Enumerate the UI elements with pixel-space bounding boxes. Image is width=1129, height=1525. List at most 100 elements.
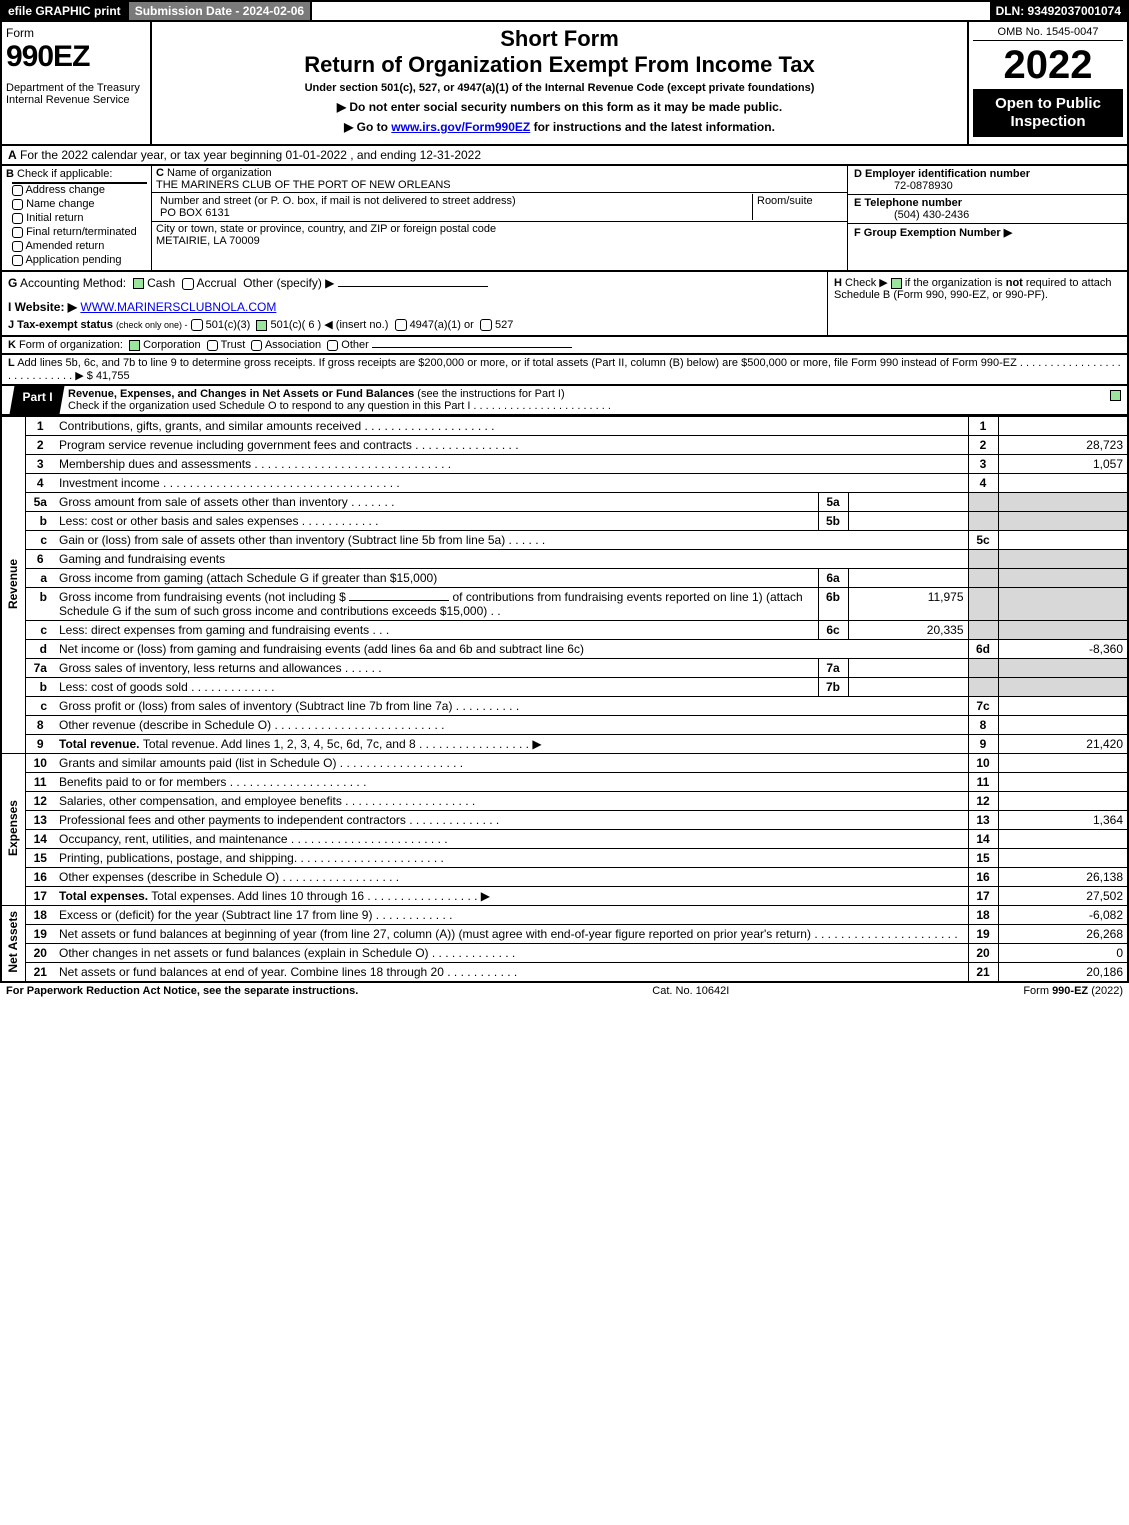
section-h: H Check ▶ if the organization is not req… [827, 272, 1127, 335]
row-6-desc: Gaming and fundraising events [55, 550, 968, 569]
row-7a-num: 7a [25, 659, 55, 678]
row-15-ln: 15 [968, 849, 998, 868]
footer-left: For Paperwork Reduction Act Notice, see … [6, 985, 358, 997]
row-8-desc: Other revenue (describe in Schedule O) .… [55, 716, 968, 735]
accrual-checkbox[interactable] [182, 278, 194, 290]
row-7a-desc: Gross sales of inventory, less returns a… [55, 659, 818, 678]
h-checkbox[interactable] [891, 278, 902, 289]
row-7b-ln [968, 678, 998, 697]
chk-name-change[interactable]: Name change [12, 198, 147, 210]
row-14-num: 14 [25, 830, 55, 849]
row-3-num: 3 [25, 455, 55, 474]
room-suite-label: Room/suite [753, 194, 843, 220]
goto-suffix: for instructions and the latest informat… [530, 120, 775, 134]
j-note: (check only one) - [116, 320, 188, 330]
d-label: D Employer identification number [854, 168, 1030, 180]
j-4947-checkbox[interactable] [395, 319, 407, 331]
row-12-val [998, 792, 1128, 811]
row-5c-ln: 5c [968, 531, 998, 550]
row-5a-ln [968, 493, 998, 512]
row-18-val: -6,082 [998, 906, 1128, 925]
row-3-ln: 3 [968, 455, 998, 474]
row-7b-mv [848, 678, 968, 697]
row-11-val [998, 773, 1128, 792]
part-i-title: Revenue, Expenses, and Changes in Net As… [62, 386, 1104, 414]
h-not: not [1006, 277, 1023, 289]
chk-amended-return[interactable]: Amended return [12, 240, 147, 252]
k-label: K [8, 339, 16, 351]
city-label: City or town, state or province, country… [156, 223, 496, 235]
cash-checkbox[interactable] [133, 278, 144, 289]
row-9-ln: 9 [968, 735, 998, 754]
row-7a-ln [968, 659, 998, 678]
row-2-num: 2 [25, 436, 55, 455]
row-5a-desc: Gross amount from sale of assets other t… [55, 493, 818, 512]
row-12-num: 12 [25, 792, 55, 811]
row-5a-mv [848, 493, 968, 512]
address-row: Number and street (or P. O. box, if mail… [152, 193, 847, 222]
tax-year: 2022 [973, 45, 1123, 85]
part-i-checkbox[interactable] [1104, 386, 1127, 414]
group-exemption-row: F Group Exemption Number ▶ [848, 224, 1127, 241]
part-i-note: (see the instructions for Part I) [417, 388, 564, 400]
row-6-ln [968, 550, 998, 569]
expenses-side-label: Expenses [1, 754, 25, 906]
k-trust-checkbox[interactable] [207, 340, 218, 351]
row-14-desc: Occupancy, rent, utilities, and maintena… [55, 830, 968, 849]
part-i-sub: Check if the organization used Schedule … [68, 400, 611, 412]
row-4-val [998, 474, 1128, 493]
website-link[interactable]: WWW.MARINERSCLUBNOLA.COM [80, 300, 276, 314]
phone-value: (504) 430-2436 [854, 209, 1121, 221]
chk-initial-return[interactable]: Initial return [12, 212, 147, 224]
row-13-desc: Professional fees and other payments to … [55, 811, 968, 830]
org-name: THE MARINERS CLUB OF THE PORT OF NEW ORL… [156, 179, 451, 191]
j-501c-checkbox[interactable] [256, 320, 267, 331]
k-other-checkbox[interactable] [327, 340, 338, 351]
irs-link[interactable]: www.irs.gov/Form990EZ [391, 120, 530, 134]
k-assoc-checkbox[interactable] [251, 340, 262, 351]
row-19-desc: Net assets or fund balances at beginning… [55, 925, 968, 944]
row-7b-val [998, 678, 1128, 697]
part-i-title-bold: Revenue, Expenses, and Changes in Net As… [68, 388, 414, 400]
j-527-checkbox[interactable] [480, 319, 492, 331]
row-6b-desc: Gross income from fundraising events (no… [55, 588, 818, 621]
efile-print-link[interactable]: efile GRAPHIC print [2, 2, 127, 20]
row-1-num: 1 [25, 417, 55, 436]
footer-right: Form 990-EZ (2022) [1023, 985, 1123, 997]
b-label: B [6, 168, 14, 180]
row-2-val: 28,723 [998, 436, 1128, 455]
chk-address-change[interactable]: Address change [12, 182, 147, 196]
cash-label: Cash [147, 276, 175, 290]
row-12-ln: 12 [968, 792, 998, 811]
row-14-val [998, 830, 1128, 849]
row-2-desc: Program service revenue including govern… [55, 436, 968, 455]
part-i-tag: Part I [10, 386, 65, 414]
row-6c-mv: 20,335 [848, 621, 968, 640]
row-4-desc: Investment income . . . . . . . . . . . … [55, 474, 968, 493]
row-17-desc: Total expenses. Total expenses. Add line… [55, 887, 968, 906]
l-label: L [8, 357, 15, 369]
row-5c-desc: Gain or (loss) from sale of assets other… [55, 531, 968, 550]
page-footer: For Paperwork Reduction Act Notice, see … [0, 983, 1129, 999]
row-21-ln: 21 [968, 963, 998, 983]
goto-prefix: ▶ Go to [344, 120, 391, 134]
row-17-ln: 17 [968, 887, 998, 906]
top-header: efile GRAPHIC print Submission Date - 20… [0, 0, 1129, 22]
k-corp-checkbox[interactable] [129, 340, 140, 351]
phone-row: E Telephone number (504) 430-2436 [848, 195, 1127, 224]
row-20-num: 20 [25, 944, 55, 963]
row-6d-val: -8,360 [998, 640, 1128, 659]
row-6d-num: d [25, 640, 55, 659]
row-19-num: 19 [25, 925, 55, 944]
row-7c-ln: 7c [968, 697, 998, 716]
row-5a-num: 5a [25, 493, 55, 512]
c-label: C [156, 167, 164, 179]
row-5c-val [998, 531, 1128, 550]
b-header: Check if applicable: [17, 168, 112, 180]
row-3-desc: Membership dues and assessments . . . . … [55, 455, 968, 474]
j-501c3-checkbox[interactable] [191, 319, 203, 331]
k-text: Form of organization: [19, 339, 123, 351]
org-name-row: C Name of organization THE MARINERS CLUB… [152, 166, 847, 193]
chk-application-pending[interactable]: Application pending [12, 254, 147, 266]
chk-final-return[interactable]: Final return/terminated [12, 226, 147, 238]
